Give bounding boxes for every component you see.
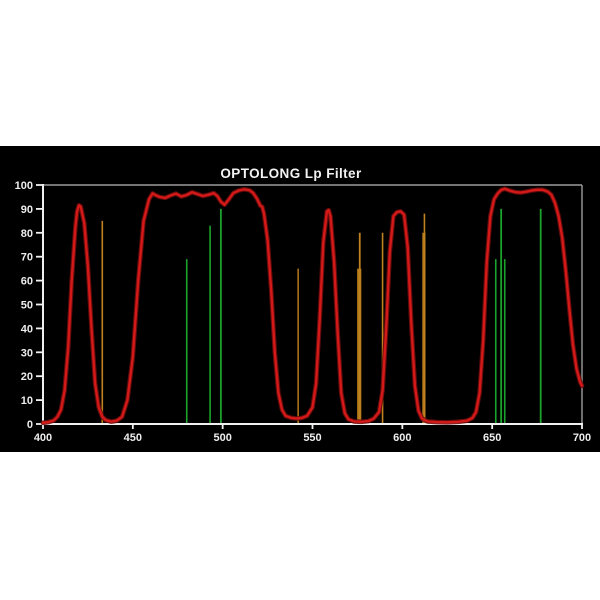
x-tick-label: 550 (303, 432, 321, 444)
y-tick-label: 70 (21, 252, 33, 264)
y-tick-label: 10 (21, 395, 33, 407)
y-tick-label: 0 (27, 419, 33, 431)
transmission-curve (41, 187, 584, 424)
x-tick-label: 650 (483, 432, 501, 444)
y-tick-label: 80 (21, 228, 33, 240)
x-tick-label: 700 (573, 432, 591, 444)
y-tick-label: 50 (21, 300, 33, 312)
chart-title: OPTOLONG Lp Filter (220, 166, 362, 181)
chart-render-layer: 0 10 20 30 40 50 60 70 80 90 100 400 450 500 550 600 650… (0, 146, 600, 452)
x-tick-label: 450 (124, 432, 142, 444)
y-tick-label: 30 (21, 347, 33, 359)
y-tick-label: 100 (15, 180, 33, 192)
y-tick-label: 40 (21, 323, 33, 335)
y-tick-label: 60 (21, 276, 33, 288)
x-tick-label: 600 (393, 432, 411, 444)
x-tick-label: 500 (213, 432, 231, 444)
x-tick-label: 400 (34, 432, 52, 444)
y-tick-label: 90 (21, 204, 33, 216)
y-tick-label: 20 (21, 371, 33, 383)
